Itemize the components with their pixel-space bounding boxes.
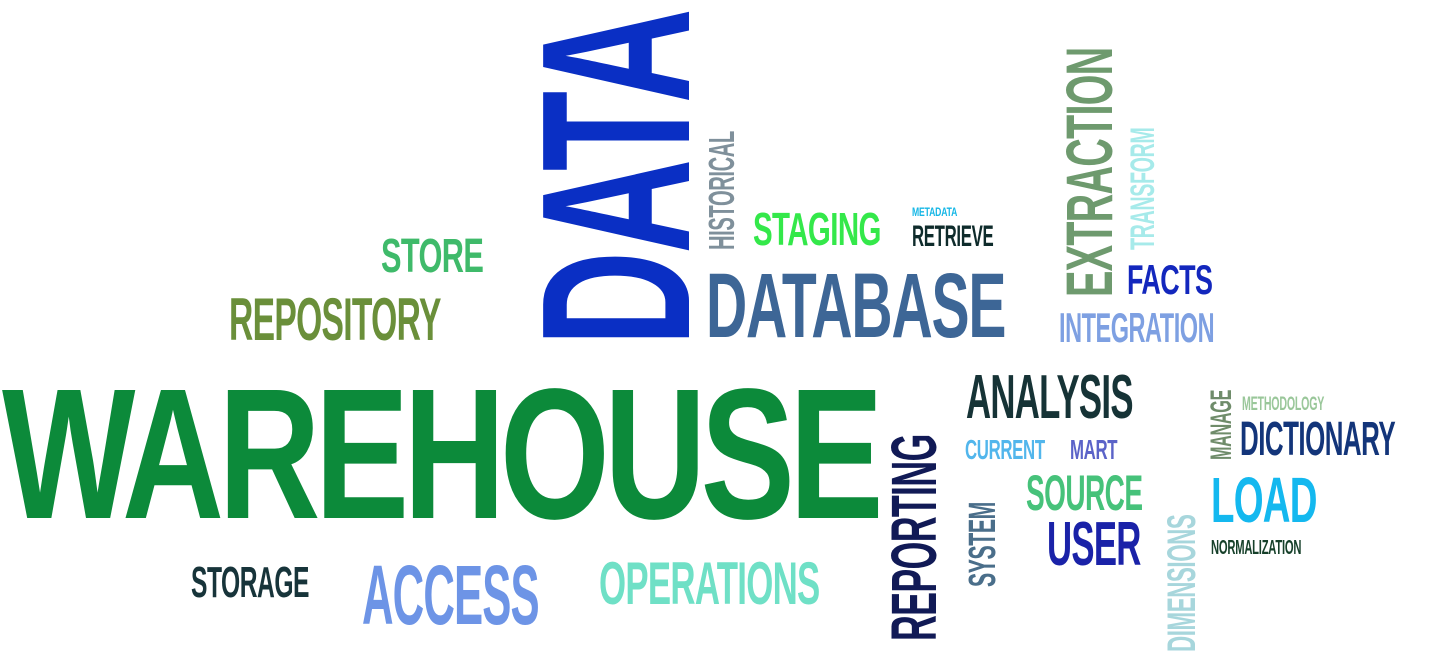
word-system: SYSTEM: [962, 502, 1004, 587]
word-operations: OPERATIONS: [599, 550, 820, 617]
word-dimensions: DIMENSIONS: [1160, 514, 1204, 652]
word-storage: STORAGE: [191, 558, 309, 607]
word-user: USER: [1047, 510, 1141, 579]
word-historical: HISTORICAL: [701, 131, 742, 250]
word-access: ACCESS: [362, 548, 540, 642]
word-mart: MART: [1070, 434, 1118, 465]
word-retrieve: RETRIEVE: [912, 220, 994, 253]
word-database: DATABASE: [706, 255, 1006, 357]
word-metadata: METADATA: [912, 205, 958, 219]
word-staging: STAGING: [753, 203, 881, 255]
word-reporting: REPORTING: [878, 434, 950, 641]
word-transform: TRANSFORM: [1124, 127, 1162, 250]
word-source: SOURCE: [1026, 465, 1143, 521]
word-current: CURRENT: [965, 434, 1045, 465]
word-load: LOAD: [1211, 464, 1317, 536]
word-manage: MANAGE: [1205, 389, 1238, 460]
word-facts: FACTS: [1127, 256, 1213, 303]
word-repository: REPOSITORY: [229, 286, 441, 353]
word-integration: INTEGRATION: [1059, 304, 1215, 351]
word-analysis: ANALYSIS: [966, 363, 1134, 432]
word-normalization: NORMALIZATION: [1211, 537, 1302, 559]
word-dictionary: DICTIONARY: [1240, 413, 1396, 466]
word-data: DATA: [497, 10, 734, 346]
word-store: STORE: [381, 230, 484, 283]
word-methodology: METHODOLOGY: [1242, 394, 1325, 415]
word-extraction: EXTRACTION: [1052, 47, 1126, 298]
word-warehouse: WAREHOUSE: [2, 351, 884, 558]
